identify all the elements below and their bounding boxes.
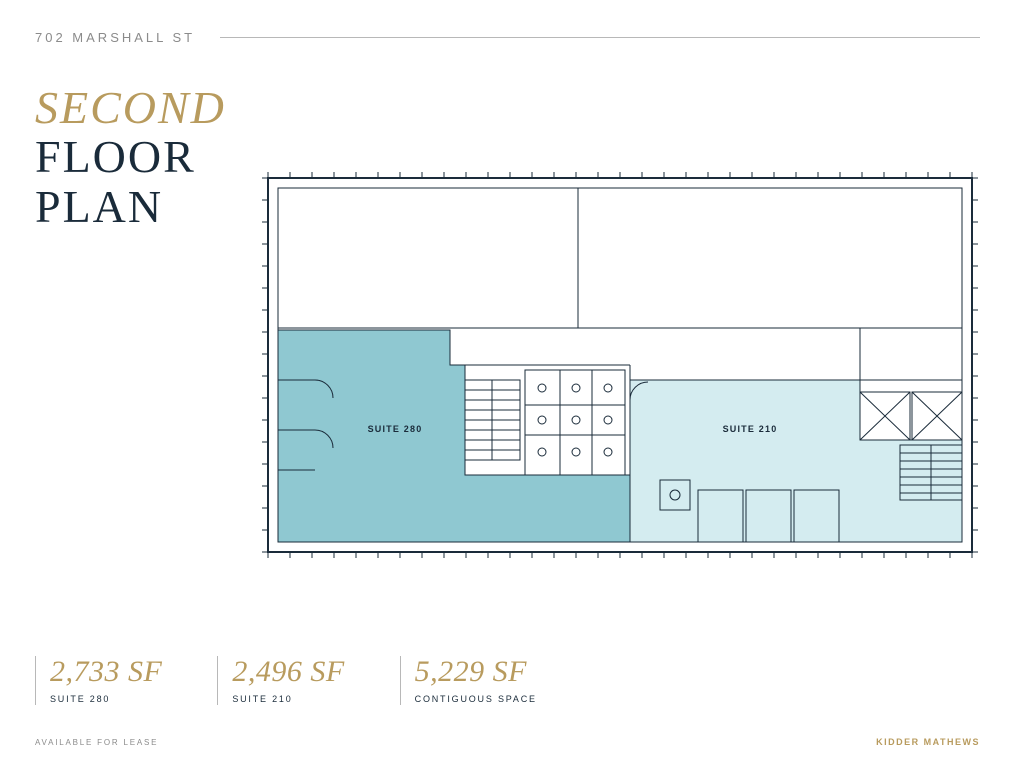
stats-row: 2,733 SF SUITE 280 2,496 SF SUITE 210 5,… xyxy=(35,656,537,705)
title-line-2: FLOOR xyxy=(35,133,226,181)
footer-right: KIDDER MATHEWS xyxy=(876,737,980,747)
stat-value: 5,229 SF xyxy=(415,657,537,687)
stat-label: SUITE 280 xyxy=(50,694,162,704)
stat-value: 2,496 SF xyxy=(232,657,344,687)
stat-label: SUITE 210 xyxy=(232,694,344,704)
header-bar: 702 MARSHALL ST xyxy=(35,30,980,45)
suite-210-label: SUITE 210 xyxy=(723,424,778,434)
stat-label: CONTIGUOUS SPACE xyxy=(415,694,537,704)
stat-suite-280: 2,733 SF SUITE 280 xyxy=(35,656,162,705)
suite-280-label: SUITE 280 xyxy=(368,424,423,434)
title-line-3: PLAN xyxy=(35,183,226,231)
title-block: SECOND FLOOR PLAN xyxy=(35,85,226,232)
floor-plan-diagram: SUITE 280 SUITE 210 xyxy=(260,170,980,560)
title-line-1: SECOND xyxy=(35,85,226,131)
stat-contiguous: 5,229 SF CONTIGUOUS SPACE xyxy=(400,656,537,705)
header-address: 702 MARSHALL ST xyxy=(35,30,220,45)
stat-value: 2,733 SF xyxy=(50,657,162,687)
footer-left: AVAILABLE FOR LEASE xyxy=(35,738,158,747)
footer-bar: AVAILABLE FOR LEASE KIDDER MATHEWS xyxy=(35,737,980,747)
stat-suite-210: 2,496 SF SUITE 210 xyxy=(217,656,344,705)
header-rule xyxy=(220,37,980,38)
suite-280-region xyxy=(278,330,630,542)
